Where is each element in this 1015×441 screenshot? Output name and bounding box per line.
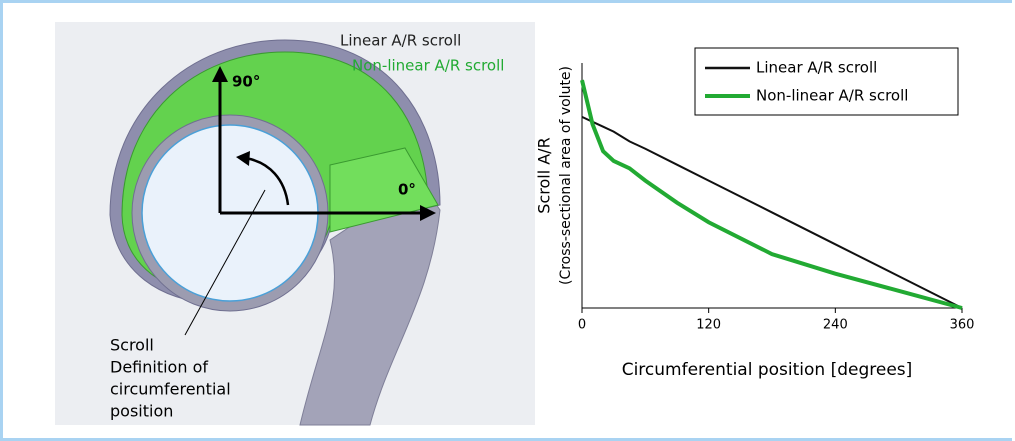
legend-label: Linear A/R scroll — [756, 59, 877, 77]
caption: circumferential — [110, 380, 231, 399]
label: Linear A/R scroll — [340, 32, 461, 50]
caption: position — [110, 402, 173, 421]
caption: Definition of — [110, 358, 208, 377]
label: 90° — [232, 73, 260, 91]
x-tick-label: 0 — [578, 318, 586, 333]
legend-label: Non-linear A/R scroll — [756, 87, 908, 105]
label: 0° — [398, 181, 416, 199]
chart: 0 120 240 360 Circumferential position [degr… — [535, 48, 975, 380]
y-axis-label: Scroll A/R — [535, 137, 554, 213]
label: Non-linear A/R scroll — [352, 57, 504, 75]
x-tick-label: 360 — [950, 318, 975, 333]
cad-render: Linear A/R scroll Non-linear A/R scroll … — [55, 22, 535, 425]
x-tick-label: 240 — [823, 318, 848, 333]
caption: Scroll — [110, 336, 154, 355]
series-line — [582, 117, 962, 308]
y-axis-label: (Cross-sectional area of volute) — [558, 66, 574, 285]
x-axis-label: Circumferential position [degrees] — [622, 360, 913, 380]
x-tick-label: 120 — [696, 318, 721, 333]
figure: Linear A/R scroll Non-linear A/R scroll … — [0, 0, 1015, 441]
